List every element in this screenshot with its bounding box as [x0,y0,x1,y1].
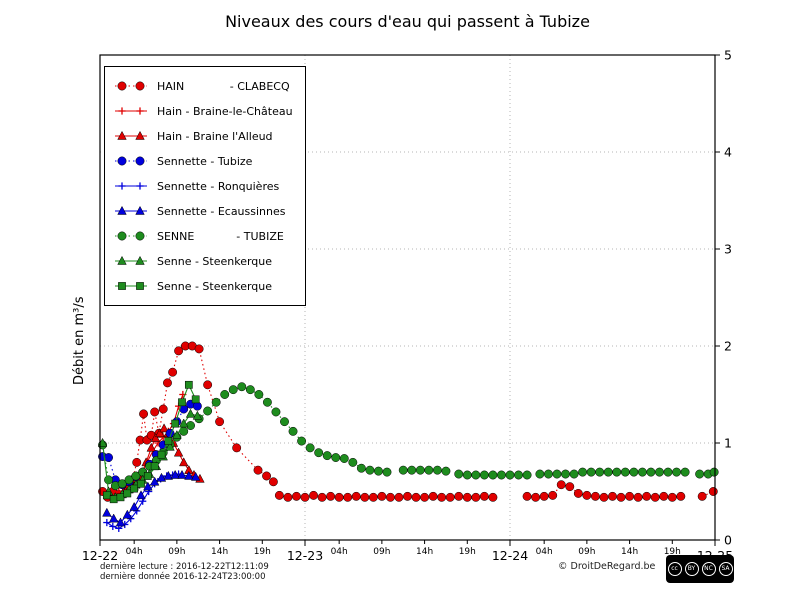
legend-item: Sennette - Ecaussinnes [113,200,293,222]
svg-text:04h: 04h [126,547,143,557]
legend-item: HAIN - CLABECQ [113,75,293,97]
cc-license-badge: cc BY NC SA [666,555,734,583]
svg-text:2: 2 [724,339,732,354]
svg-text:04h: 04h [331,547,348,557]
triangle-marker-icon [115,255,147,265]
svg-text:19h: 19h [664,547,681,557]
cc-by-icon: BY [684,562,699,576]
svg-text:19h: 19h [254,547,271,557]
legend-item: Sennette - Ronquières [113,175,293,197]
legend-item: Senne - Steenkerque [113,275,293,297]
plus-marker-icon [115,182,147,190]
legend-item: Hain - Braine l'Alleud [113,125,293,147]
legend-item-label: Sennette - Ecaussinnes [157,204,286,218]
svg-text:3: 3 [724,242,732,257]
svg-text:12-24: 12-24 [492,548,528,563]
legend-item-label: Senne - Steenkerque [157,279,273,293]
triangle-marker-icon [115,130,147,140]
chart-title: Niveaux des cours d'eau qui passent à Tu… [225,12,590,31]
legend-item: Hain - Braine-le-Château [113,100,293,122]
legend-item-label: Senne - Steenkerque [157,254,273,268]
footer-last-read: dernière lecture : 2016-12-22T12:11:09 [100,562,269,572]
legend-item-label: HAIN - CLABECQ [157,79,290,93]
circle-marker-icon [115,156,147,166]
cc-license-icons: cc BY NC SA [667,562,733,576]
svg-text:09h: 09h [578,547,595,557]
svg-text:14h: 14h [416,547,433,557]
svg-text:0: 0 [724,533,732,548]
cc-nc-icon: NC [701,562,716,576]
chart-legend: HAIN - CLABECQ Hain - Braine-le-Château Ha… [104,66,306,306]
svg-text:04h: 04h [536,547,553,557]
svg-text:12-22: 12-22 [82,548,118,563]
triangle-marker-icon [115,205,147,215]
svg-text:1: 1 [724,436,732,451]
plus-marker-icon [115,107,147,115]
square-marker-icon [115,282,147,290]
svg-text:5: 5 [724,48,732,63]
footer-last-data: dernière donnée 2016-12-24T23:00:00 [100,572,266,582]
legend-item: Senne - Steenkerque [113,250,293,272]
y-axis-label: Débit en m³/s [72,296,87,386]
svg-text:09h: 09h [373,547,390,557]
circle-marker-icon [115,81,147,91]
cc-sa-icon: SA [718,562,733,576]
legend-item-label: Hain - Braine-le-Château [157,104,293,118]
svg-text:09h: 09h [168,547,185,557]
footer-credit: © DroitDeRegard.be [558,561,656,572]
svg-text:4: 4 [724,145,732,160]
legend-item-label: Sennette - Ronquières [157,179,280,193]
legend-item-label: SENNE - TUBIZE [157,229,284,243]
legend-item: Sennette - Tubize [113,150,293,172]
cc-icon: cc [667,562,682,576]
legend-item-label: Hain - Braine l'Alleud [157,129,273,143]
svg-text:14h: 14h [211,547,228,557]
legend-item: SENNE - TUBIZE [113,225,293,247]
circle-marker-icon [115,231,147,241]
svg-text:14h: 14h [621,547,638,557]
legend-item-label: Sennette - Tubize [157,154,253,168]
svg-text:19h: 19h [459,547,476,557]
svg-text:12-23: 12-23 [287,548,323,563]
